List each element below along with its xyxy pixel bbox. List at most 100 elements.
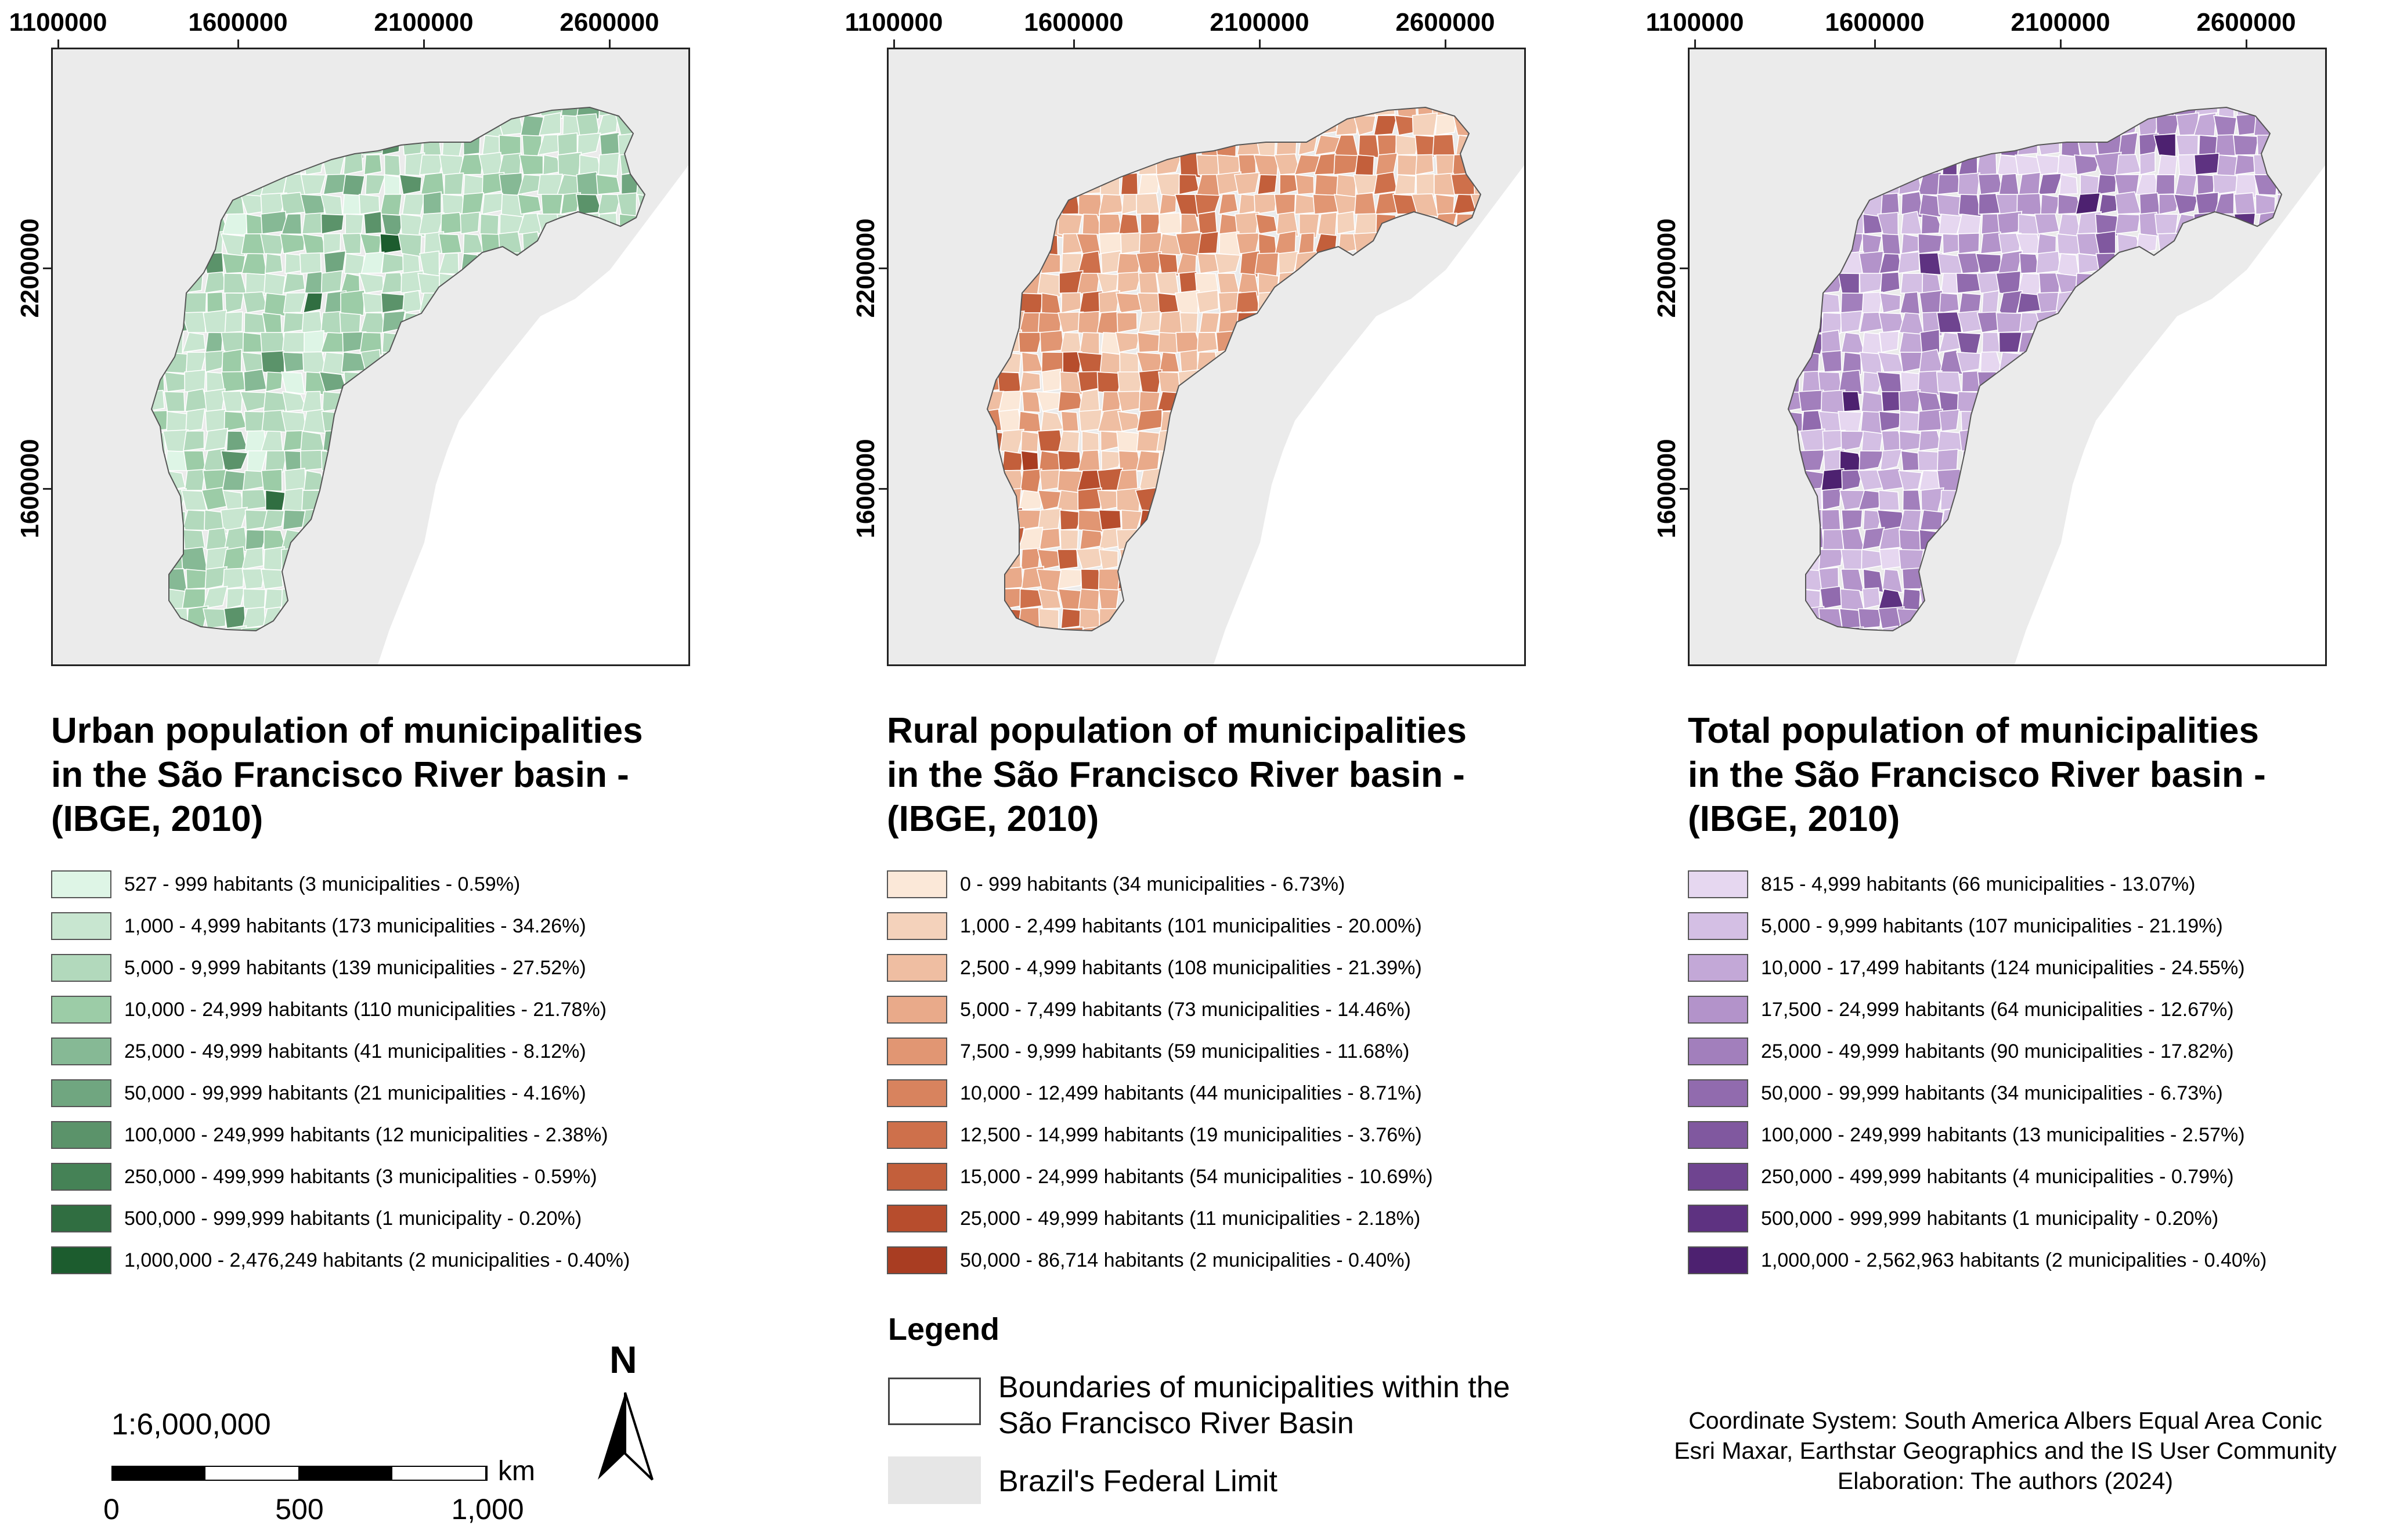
municipality-polygon xyxy=(1417,233,1439,255)
municipality-polygon xyxy=(279,233,305,254)
municipality-polygon xyxy=(299,252,322,274)
municipality-polygon xyxy=(1098,549,1119,570)
x-tick-mark xyxy=(237,39,239,48)
municipality-polygon xyxy=(345,214,364,236)
municipality-polygon xyxy=(2275,107,2282,116)
municipality-polygon xyxy=(265,135,283,156)
municipality-polygon xyxy=(1257,391,1281,412)
municipality-polygon xyxy=(1800,107,1824,120)
municipality-polygon xyxy=(1139,529,1161,550)
municipality-polygon xyxy=(1299,114,1321,136)
municipality-polygon xyxy=(164,250,183,274)
municipality-polygon xyxy=(339,115,366,138)
legend-item: 10,000 - 24,999 habitants (110 municipal… xyxy=(51,989,630,1031)
municipality-polygon xyxy=(185,569,208,590)
municipality-polygon xyxy=(226,587,246,610)
municipality-polygon xyxy=(1196,290,1219,313)
municipality-polygon xyxy=(459,107,485,116)
municipality-polygon xyxy=(151,194,168,215)
municipality-polygon xyxy=(322,569,347,590)
municipality-polygon xyxy=(1097,112,1123,136)
municipality-polygon xyxy=(1799,352,1820,373)
municipality-polygon xyxy=(2038,173,2063,195)
municipality-polygon xyxy=(1277,271,1299,297)
municipality-polygon xyxy=(221,135,247,158)
scale-segment xyxy=(205,1467,299,1480)
municipality-polygon xyxy=(559,253,584,274)
municipality-polygon xyxy=(1788,509,1804,530)
municipality-polygon xyxy=(2018,371,2040,396)
municipality-polygon xyxy=(1955,352,1982,373)
municipality-polygon xyxy=(339,588,367,613)
municipality-polygon xyxy=(182,273,204,294)
title-line: (IBGE, 2010) xyxy=(1688,799,1900,839)
municipality-polygon xyxy=(302,549,327,573)
municipality-polygon xyxy=(1958,549,1983,570)
municipality-polygon xyxy=(621,107,639,118)
municipality-polygon xyxy=(987,490,1005,511)
municipality-polygon xyxy=(1115,332,1141,353)
municipality-polygon xyxy=(1995,371,2022,395)
municipality-polygon xyxy=(2055,312,2078,337)
municipality-polygon xyxy=(576,113,600,136)
municipality-polygon xyxy=(2138,107,2159,117)
municipality-polygon xyxy=(1788,450,1803,471)
total-choropleth xyxy=(1787,106,2325,664)
municipality-polygon xyxy=(999,193,1024,215)
legend-swatch xyxy=(887,954,947,982)
municipality-polygon xyxy=(1275,115,1301,136)
x-tick-mark xyxy=(1694,39,1696,48)
municipality-polygon xyxy=(1096,107,1122,116)
municipality-polygon xyxy=(1059,529,1079,550)
municipality-polygon xyxy=(340,608,366,629)
municipality-polygon xyxy=(341,233,362,254)
x-tick-label: 1600000 xyxy=(1825,8,1925,37)
municipality-polygon xyxy=(240,391,268,412)
municipality-polygon xyxy=(1217,529,1240,554)
municipality-polygon xyxy=(1236,448,1262,471)
municipality-polygon xyxy=(301,569,323,591)
municipality-polygon xyxy=(1199,508,1219,530)
municipality-polygon xyxy=(362,529,383,554)
scale-label-1000: 1,000 xyxy=(451,1493,524,1525)
municipality-polygon xyxy=(1158,115,1180,138)
municipality-polygon xyxy=(2215,134,2238,157)
municipality-polygon xyxy=(1255,107,1276,116)
municipality-polygon xyxy=(360,470,383,492)
municipality-polygon xyxy=(457,331,482,356)
municipality-polygon xyxy=(2255,194,2276,215)
municipality-polygon xyxy=(457,312,483,337)
legend-item: 250,000 - 499,999 habitants (3 municipal… xyxy=(51,1156,630,1198)
municipality-polygon xyxy=(400,509,424,532)
municipality-polygon xyxy=(1159,107,1182,120)
municipality-polygon xyxy=(1820,250,1845,274)
municipality-polygon xyxy=(204,566,228,590)
municipality-polygon xyxy=(403,450,425,471)
municipality-polygon xyxy=(1215,371,1240,392)
municipality-polygon xyxy=(2193,212,2217,234)
municipality-polygon xyxy=(1136,352,1163,373)
municipality-polygon xyxy=(2098,273,2119,297)
legend-item: 5,000 - 7,499 habitants (73 municipaliti… xyxy=(887,989,1433,1031)
legend-item: 25,000 - 49,999 habitants (41 municipali… xyxy=(51,1031,630,1072)
municipality-polygon xyxy=(1157,132,1179,157)
municipality-polygon xyxy=(1396,154,1419,176)
municipality-polygon xyxy=(2020,431,2040,451)
municipality-polygon xyxy=(282,352,306,373)
municipality-polygon xyxy=(1137,626,1157,631)
municipality-polygon xyxy=(241,606,266,629)
x-tick-label: 2600000 xyxy=(560,8,659,37)
municipality-polygon xyxy=(1799,273,1824,294)
municipality-polygon xyxy=(1255,312,1277,334)
municipality-polygon xyxy=(342,107,363,116)
municipality-polygon xyxy=(1997,587,2023,613)
municipality-polygon xyxy=(400,350,426,373)
municipality-polygon xyxy=(204,172,225,195)
municipality-polygon xyxy=(166,154,188,175)
municipality-polygon xyxy=(1788,312,1803,333)
municipality-polygon xyxy=(2114,214,2141,234)
municipality-polygon xyxy=(418,391,446,413)
municipality-polygon xyxy=(987,626,1002,631)
municipality-polygon xyxy=(2115,312,2136,336)
municipality-polygon xyxy=(381,134,401,156)
